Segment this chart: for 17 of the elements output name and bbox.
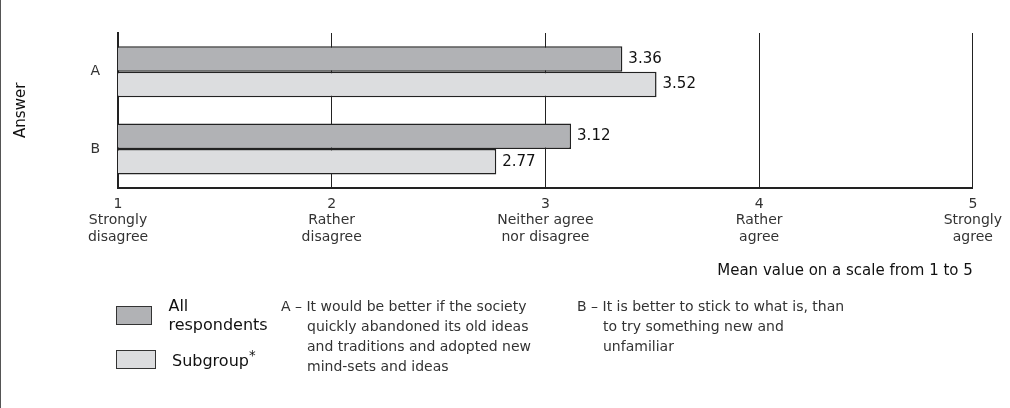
data-label: 3.12	[577, 126, 611, 145]
data-label: 3.36	[628, 48, 662, 67]
legend-label: Subgroup$^{*}$	[172, 348, 256, 371]
x-axis-title: Mean value on a scale from 1 to 5	[717, 260, 973, 279]
y-tick-label: B	[90, 139, 100, 156]
x-tick-label: 3 Neither agree nor disagree	[497, 194, 594, 245]
data-label: 2.77	[502, 151, 536, 170]
x-tick-label: 2 Rather disagree	[301, 194, 362, 245]
text: B – It is better to stick to what is, than to try something new and unfamiliar	[577, 297, 846, 356]
legend-label: All respondents	[168, 296, 269, 334]
y-tick-label: A	[90, 62, 101, 79]
x-tick-label: 4 Rather agree	[735, 194, 783, 245]
x-tick-label: 1 Strongly disagree	[87, 194, 149, 245]
x-tick-label: 5 Strongly agree	[943, 194, 1002, 245]
text: A – It would be better if the society quickly abandoned its old ideas and traditions and adopted new mind-sets and ideas	[281, 297, 533, 376]
data-label: 3.52	[662, 74, 696, 93]
y-axis-title: Answer	[10, 81, 29, 138]
